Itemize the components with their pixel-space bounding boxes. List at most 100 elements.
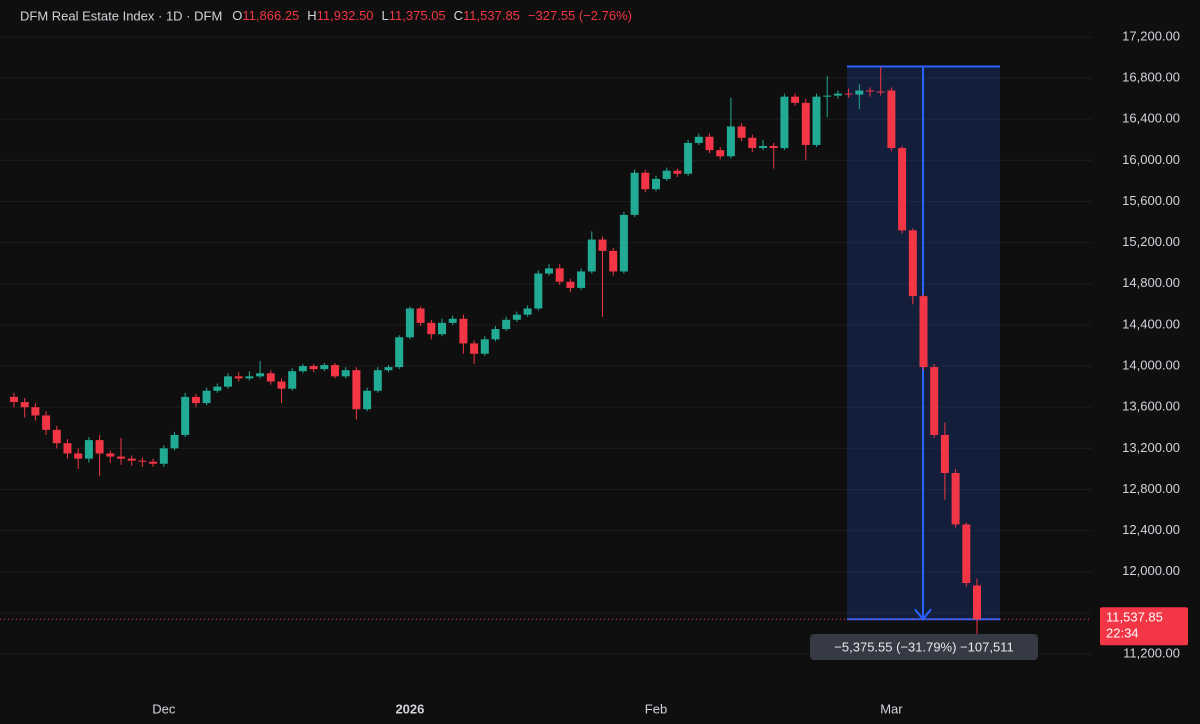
price-tag-price: 11,537.85 xyxy=(1106,610,1163,625)
candle-body xyxy=(106,453,115,457)
candle-body xyxy=(844,93,853,95)
candle-body xyxy=(587,239,596,272)
candle-body xyxy=(545,268,553,274)
candle-body xyxy=(951,473,960,525)
candle-body xyxy=(866,90,874,92)
candle-body xyxy=(823,95,832,97)
candle-body xyxy=(309,366,318,370)
candle-body xyxy=(876,91,885,93)
ohlc-value: 11,537.85 xyxy=(463,8,520,23)
candle-body xyxy=(748,137,757,149)
candle-body xyxy=(416,308,425,323)
candle-body xyxy=(170,434,179,449)
y-tick-label: 16,800.00 xyxy=(1122,70,1180,85)
candle-body xyxy=(673,170,682,174)
candle-body xyxy=(919,296,928,368)
candle-body xyxy=(31,407,40,416)
candle-body xyxy=(523,308,532,315)
candle-body xyxy=(769,146,778,149)
candle-body xyxy=(887,90,896,149)
candle-body xyxy=(780,96,789,149)
candle-body xyxy=(908,230,917,297)
candle-body xyxy=(117,456,125,459)
candle-body xyxy=(694,136,703,143)
candle-body xyxy=(448,318,457,323)
candle-body xyxy=(534,273,543,309)
candle-body xyxy=(159,448,168,464)
ohlc-label: L xyxy=(382,8,389,23)
y-tick-label: 14,000.00 xyxy=(1122,358,1180,373)
candle-body xyxy=(149,461,158,464)
y-tick-label: 15,200.00 xyxy=(1122,234,1180,249)
y-tick-label: 14,400.00 xyxy=(1122,316,1180,331)
candle-body xyxy=(352,370,361,410)
candle-body xyxy=(737,126,746,138)
candle-body xyxy=(181,396,190,435)
y-tick-label: 14,800.00 xyxy=(1122,275,1180,290)
candle-body xyxy=(84,440,93,459)
candle-body xyxy=(224,376,232,387)
price-tag xyxy=(1100,607,1188,646)
candle-body xyxy=(213,386,222,391)
candle-body xyxy=(801,102,810,145)
candle-body xyxy=(438,322,446,335)
candle-body xyxy=(266,373,275,382)
candle-body xyxy=(705,136,714,151)
measure-label-box xyxy=(810,634,1038,660)
candle-body xyxy=(191,396,200,404)
candle-body xyxy=(320,365,329,370)
candle-body xyxy=(427,322,436,335)
x-tick-label: Mar xyxy=(880,701,903,716)
ohlc-label: H xyxy=(307,8,316,23)
y-tick-label: 15,600.00 xyxy=(1122,193,1180,208)
candle-body xyxy=(42,415,51,430)
ohlc-label: O xyxy=(232,8,242,23)
candle-body xyxy=(812,96,821,145)
ohlc-value: 11,866.25 xyxy=(242,8,299,23)
y-tick-label: 12,800.00 xyxy=(1122,481,1180,496)
x-tick-label: 2026 xyxy=(395,701,424,716)
candle-body xyxy=(74,453,83,459)
y-tick-label: 11,200.00 xyxy=(1123,645,1180,660)
candle-body xyxy=(480,339,489,354)
candle-body xyxy=(652,178,660,190)
candle-body xyxy=(459,318,468,344)
candle-body xyxy=(502,319,511,330)
ohlc-label: C xyxy=(454,8,463,23)
candle-body xyxy=(598,239,607,251)
candle-body xyxy=(95,440,104,454)
candle-body xyxy=(491,329,500,340)
candle-body xyxy=(791,96,800,103)
candle-body xyxy=(470,343,479,354)
candle-body xyxy=(405,308,414,338)
candle-body xyxy=(245,376,254,379)
candle-body xyxy=(962,524,971,584)
ohlc-value: 11,375.05 xyxy=(389,8,446,23)
price-tag-time: 22:34 xyxy=(1106,626,1139,641)
candle-body xyxy=(662,170,671,179)
candle-body xyxy=(384,367,393,371)
y-tick-label: 13,200.00 xyxy=(1122,440,1180,455)
candle-body xyxy=(726,126,735,157)
candle-body xyxy=(898,148,907,231)
ohlc-value: 11,932.50 xyxy=(317,8,374,23)
candle-body xyxy=(373,370,382,391)
candle-body xyxy=(759,146,767,149)
x-tick-label: Dec xyxy=(152,701,176,716)
y-tick-label: 13,600.00 xyxy=(1122,399,1180,414)
candle-body xyxy=(684,142,693,174)
candle-body xyxy=(940,434,949,474)
candle-body xyxy=(298,366,307,372)
candle-body xyxy=(577,271,586,288)
candle-body xyxy=(930,367,939,435)
y-tick-label: 12,000.00 xyxy=(1122,563,1180,578)
candle-body xyxy=(619,214,628,272)
candle-body xyxy=(138,460,147,462)
y-tick-label: 16,000.00 xyxy=(1122,152,1180,167)
x-tick-label: Feb xyxy=(645,701,667,716)
candle-body xyxy=(288,371,297,389)
chart-title: DFM Real Estate Index · 1D · DFM O11,866.… xyxy=(20,8,632,23)
arrow-head xyxy=(914,608,932,621)
candle-body xyxy=(609,250,618,272)
